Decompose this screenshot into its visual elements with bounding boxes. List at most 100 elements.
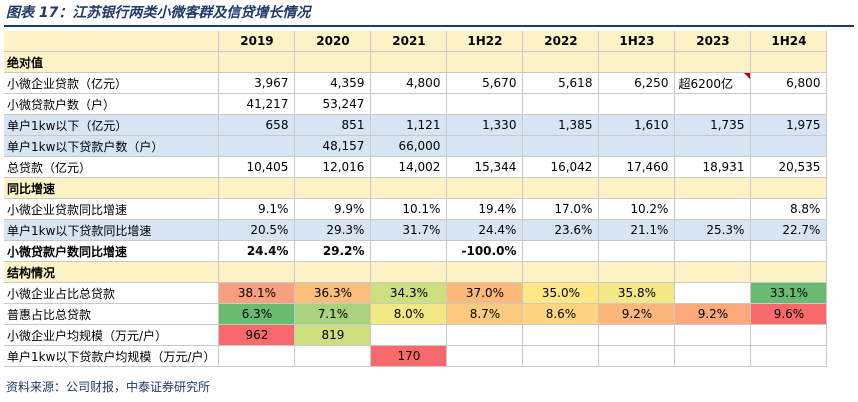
table-cell: 35.0% [522, 282, 600, 304]
table-cell: 17,460 [598, 156, 676, 178]
table-row: 小微企业贷款同比增速 9.1% 9.9% 10.1% 19.4% 17.0% 10.2% 8.… [4, 198, 828, 220]
row-label: 小微企业贷款（亿元） [4, 72, 220, 94]
table-cell: 18,931 [674, 156, 752, 178]
table-cell [446, 93, 524, 115]
table-cell: 4,800 [370, 72, 448, 94]
table-row: 单户1kw以下（亿元） 658 851 1,121 1,330 1,385 1,610 1,7… [4, 114, 828, 136]
table-cell: 9.2% [598, 303, 676, 325]
header-cell [4, 31, 220, 52]
table-cell: 3,967 [218, 72, 296, 94]
table-cell: 29.3% [294, 219, 372, 241]
table-cell: 21.1% [598, 219, 676, 241]
table-cell: 1,735 [674, 114, 752, 136]
table-row: 小微企业占比总贷款 38.1% 36.3% 34.3% 37.0% 35.0% 35.8% 3… [4, 282, 828, 304]
table-cell: 34.3% [370, 282, 448, 304]
table-cell: 31.7% [370, 219, 448, 241]
table-cell: 20,535 [750, 156, 828, 178]
table-cell: 8.0% [370, 303, 448, 325]
table-cell [674, 240, 752, 262]
table-cell [750, 93, 828, 115]
table-cell: 36.3% [294, 282, 372, 304]
table-cell: 35.8% [598, 282, 676, 304]
table-cell [370, 324, 448, 346]
table-cell [218, 135, 296, 157]
section-label: 绝对值 [4, 51, 220, 73]
table-cell: 6,800 [750, 72, 828, 94]
row-label: 小微企业户均规模（万元/户） [4, 324, 220, 346]
figure-title: 图表 17：江苏银行两类小微客群及信贷增长情况 [6, 5, 311, 21]
source-note: 资料来源：公司财报，中泰证券研究所 [6, 380, 211, 394]
comment-marker-icon [744, 73, 750, 79]
title-rule [4, 25, 854, 27]
header-cell: 1H24 [750, 31, 828, 52]
table-cell [598, 345, 676, 367]
table-row: 单户1kw以下贷款户数（户） 48,157 66,000 [4, 135, 828, 157]
table-cell: 1,610 [598, 114, 676, 136]
table-row: 小微贷款户数同比增速 24.4% 29.2% -100.0% [4, 240, 828, 262]
table-cell: 37.0% [446, 282, 524, 304]
row-label: 单户1kw以下贷款户数（户） [4, 135, 220, 157]
table-row: 单户1kw以下贷款户均规模（万元/户） 170 [4, 345, 828, 367]
table-cell: 33.1% [750, 282, 828, 304]
table-cell: 24.4% [446, 219, 524, 241]
table-cell [522, 93, 600, 115]
table-cell: 851 [294, 114, 372, 136]
table-cell: 962 [218, 324, 296, 346]
table-cell [750, 135, 828, 157]
table-cell [674, 345, 752, 367]
table-cell: 8.6% [522, 303, 600, 325]
header-cell: 2020 [294, 31, 372, 52]
table-cell: 1,121 [370, 114, 448, 136]
table-cell: -100.0% [446, 240, 524, 262]
table-cell: 8.8% [750, 198, 828, 220]
table-cell [294, 345, 372, 367]
section-row-absolute: 绝对值 [4, 51, 828, 73]
table-cell: 超6200亿 [674, 72, 752, 94]
table-cell [446, 135, 524, 157]
table-cell [370, 93, 448, 115]
table-cell [750, 240, 828, 262]
table-cell [218, 345, 296, 367]
row-label: 小微贷款户数同比增速 [4, 240, 220, 262]
header-row: 2019 2020 2021 1H22 2022 1H23 2023 1H24 [4, 31, 828, 52]
table-cell [598, 135, 676, 157]
table-row: 单户1kw以下贷款同比增速 20.5% 29.3% 31.7% 24.4% 23.6% 21… [4, 219, 828, 241]
table-cell [522, 324, 600, 346]
table-row: 小微企业贷款（亿元） 3,967 4,359 4,800 5,670 5,618 6,250… [4, 72, 828, 94]
table-cell: 5,618 [522, 72, 600, 94]
row-label: 普惠占比总贷款 [4, 303, 220, 325]
table-cell: 9.6% [750, 303, 828, 325]
row-label: 单户1kw以下贷款户均规模（万元/户） [4, 345, 220, 367]
table-cell: 14,002 [370, 156, 448, 178]
data-table: 2019 2020 2021 1H22 2022 1H23 2023 1H24 … [4, 31, 828, 367]
table-cell: 658 [218, 114, 296, 136]
table-cell: 29.2% [294, 240, 372, 262]
section-label: 同比增速 [4, 177, 220, 199]
row-label: 总贷款（亿元） [4, 156, 220, 178]
row-label: 小微企业贷款同比增速 [4, 198, 220, 220]
table-cell: 5,670 [446, 72, 524, 94]
table-cell [522, 135, 600, 157]
table-cell: 15,344 [446, 156, 524, 178]
table-cell: 19.4% [446, 198, 524, 220]
table-cell: 48,157 [294, 135, 372, 157]
table-cell: 38.1% [218, 282, 296, 304]
table-cell: 9.1% [218, 198, 296, 220]
table-cell: 9.9% [294, 198, 372, 220]
table-cell: 1,385 [522, 114, 600, 136]
section-label: 结构情况 [4, 261, 220, 283]
table-cell [674, 282, 752, 304]
table-cell [446, 324, 524, 346]
table-cell [522, 345, 600, 367]
table-cell: 12,016 [294, 156, 372, 178]
header-cell: 1H22 [446, 31, 524, 52]
table-cell: 23.6% [522, 219, 600, 241]
header-cell: 2022 [522, 31, 600, 52]
section-row-growth: 同比增速 [4, 177, 828, 199]
table-cell [750, 324, 828, 346]
table-cell [598, 93, 676, 115]
table-cell: 1,975 [750, 114, 828, 136]
table-cell [446, 345, 524, 367]
table-cell: 10.1% [370, 198, 448, 220]
table-cell: 66,000 [370, 135, 448, 157]
